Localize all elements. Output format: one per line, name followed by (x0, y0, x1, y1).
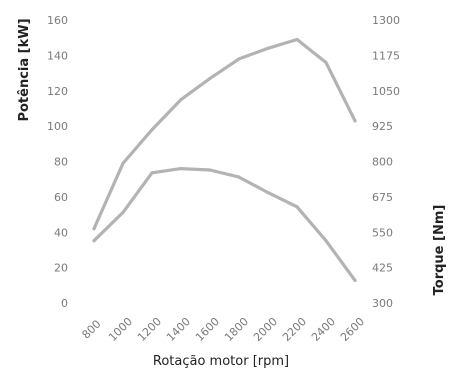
y2-tick-label: 550 (372, 226, 393, 239)
y-tick-label: 40 (54, 226, 68, 239)
power-data-point (295, 37, 299, 42)
x-tick-label: 2200 (280, 315, 309, 344)
torque-data-point (295, 205, 299, 209)
y-axis-title: Potência [kW] (17, 18, 32, 121)
y-tick-label: 0 (61, 297, 68, 310)
torque-data-point (353, 278, 357, 282)
torque-data-point (150, 171, 154, 175)
torque-data-point (121, 210, 125, 215)
power-data-point (121, 161, 125, 165)
y-tick-label: 120 (47, 85, 68, 98)
torque-data-point (324, 239, 328, 243)
power-data-point (179, 97, 183, 102)
torque-series-line (92, 167, 357, 282)
x-tick-label: 1200 (135, 315, 164, 344)
series-layer (92, 37, 357, 282)
y-tick-label: 80 (54, 156, 68, 169)
y2-tick-label: 1300 (372, 14, 400, 27)
power-data-point (92, 227, 96, 231)
power-series-line (92, 37, 357, 231)
y2-axis-title: Torque [Nm] (432, 205, 447, 296)
x-tick-label: 1800 (222, 315, 251, 344)
power-data-point (150, 128, 154, 132)
power-data-point (353, 119, 357, 123)
y2-tick-label: 800 (372, 156, 393, 169)
power-data-point (324, 60, 328, 65)
y2-tick-label: 300 (372, 297, 393, 310)
x-axis-title: Rotação motor [rpm] (153, 354, 289, 369)
torque-data-point (92, 239, 96, 243)
torque-data-point (266, 191, 270, 195)
x-tick-label: 1600 (193, 315, 222, 344)
x-tick-label: 1400 (164, 315, 193, 344)
y-tick-label: 20 (54, 262, 68, 275)
x-tick-label: 1000 (106, 315, 135, 344)
power-data-point (237, 57, 241, 61)
y2-tick-label: 1175 (372, 49, 400, 62)
y2-tick-label: 1050 (372, 85, 400, 98)
right-axis: 300 425 550 675 800 925 1050 1175 1300 (372, 14, 400, 310)
y2-tick-label: 425 (372, 262, 393, 275)
x-tick-label: 2000 (251, 315, 280, 344)
y2-tick-label: 925 (372, 120, 393, 133)
power-data-point (208, 76, 212, 80)
y-tick-label: 140 (47, 49, 68, 62)
x-tick-label: 800 (80, 318, 104, 342)
torque-data-point (237, 175, 241, 179)
left-axis: 0 20 40 60 80 100 120 140 160 (47, 14, 68, 310)
y-tick-label: 100 (47, 120, 68, 133)
x-tick-label: 2600 (338, 315, 367, 344)
y-tick-label: 160 (47, 14, 68, 27)
x-axis: 800 1000 1200 1400 1600 1800 2000 2200 2400 2600 (80, 315, 368, 344)
y2-tick-label: 675 (372, 191, 393, 204)
power-data-point (266, 46, 270, 50)
torque-data-point (179, 166, 183, 171)
torque-data-point (208, 168, 212, 172)
y-tick-label: 60 (54, 191, 68, 204)
x-tick-label: 2400 (309, 315, 338, 344)
